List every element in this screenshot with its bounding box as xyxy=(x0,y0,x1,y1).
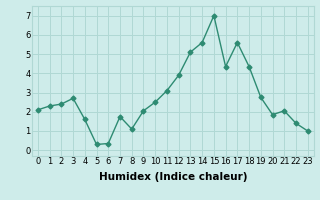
X-axis label: Humidex (Indice chaleur): Humidex (Indice chaleur) xyxy=(99,172,247,182)
